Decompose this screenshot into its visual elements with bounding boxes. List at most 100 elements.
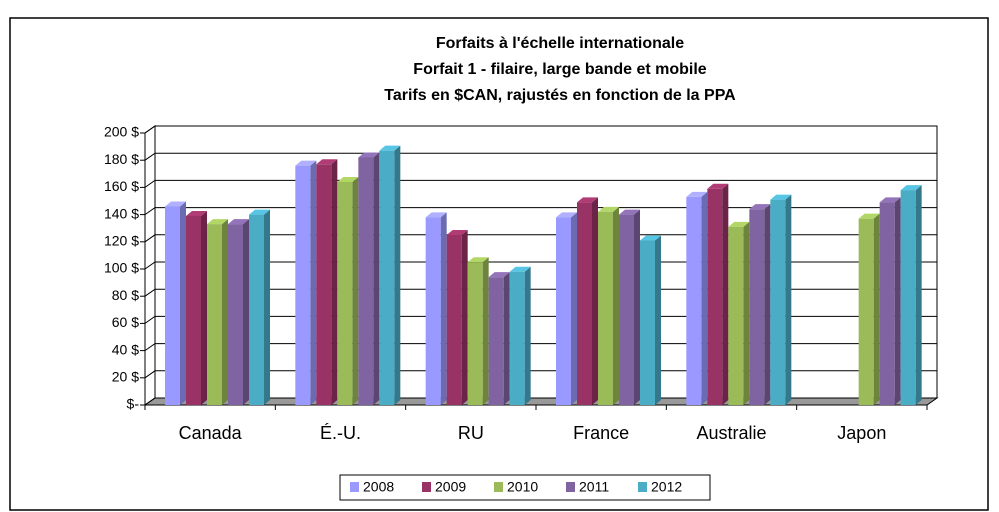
legend-label: 2008 [363,479,394,495]
bar-side [785,194,792,405]
bar-top [598,206,619,212]
bar-side [634,209,640,405]
bar-top [207,219,228,225]
y-tick-label: 80 $ [112,287,139,303]
grid-line [144,152,937,161]
bar-top [446,230,468,235]
bar [186,215,201,405]
y-tick-label: 180 $ [104,151,139,167]
x-tick-label: France [573,423,629,443]
bar-top [509,266,531,272]
bar [707,188,723,405]
bar-side [373,152,380,405]
x-tick-label: É.-U. [320,423,361,443]
bar [379,150,395,405]
bar [686,196,702,405]
bar-side [743,221,750,405]
bar [577,202,592,405]
bar-top [858,213,880,219]
bar-side [331,159,338,405]
bar [900,190,916,405]
legend-swatch [422,482,431,492]
legend-label: 2011 [579,479,609,495]
grid-line [144,288,937,297]
bar-side [655,235,661,405]
bar-top [619,209,640,215]
chart-title: Forfaits à l'échelle internationale [436,35,684,52]
bar-top [358,152,380,158]
y-tick-label: 140 $ [104,205,139,221]
bar-side [440,212,447,405]
bar-side [461,230,468,405]
bar-top [337,176,359,182]
bar-top [577,197,598,203]
bar-top [295,160,317,166]
bar-side [524,266,531,405]
bar [467,262,483,405]
x-tick-label: RU [458,423,484,443]
legend-swatch [350,482,359,492]
legend-box [339,474,711,501]
grid-line [144,207,937,216]
legend-label: 2009 [435,479,466,495]
bar-side [503,272,510,405]
bar-top [165,201,186,207]
bar [228,224,243,405]
legend-swatch [638,482,647,492]
bar-top [686,191,708,197]
chart-title: Forfait 1 - filaire, large bande et mobi… [413,61,707,78]
bar-top [728,221,750,227]
y-tick-label: $- [127,396,140,412]
bar-side [243,219,249,405]
grid-line [144,125,937,134]
bar [295,165,311,405]
grid-line [144,397,937,406]
bar [165,206,180,405]
bar-top [379,145,401,151]
bar-side [394,145,401,405]
y-tick-label: 160 $ [104,178,139,194]
bar [358,157,374,405]
legend-swatch [494,482,503,492]
bar-top [186,210,207,216]
bar-side [764,204,771,405]
bar-side [915,185,922,405]
bar [446,235,462,405]
bar [770,199,786,405]
bar-top [467,257,489,263]
bar [858,218,874,405]
y-tick-label: 120 $ [104,233,139,249]
bar-top [749,204,771,210]
y-tick-label: 20 $ [112,369,139,385]
bar-side [201,210,207,405]
bar [207,224,222,405]
grid-line [144,315,937,324]
grid-line [144,370,937,379]
bar-side [264,209,270,405]
bar [879,202,895,405]
x-tick-label: Canada [179,423,243,443]
bar [337,181,353,405]
bar-side [592,197,598,405]
bar-top [770,194,792,200]
bar-top [425,212,447,218]
bar-top [316,159,338,165]
bar [425,217,441,405]
bar-top [249,209,270,215]
legend-label: 2010 [507,479,538,495]
bar [749,209,765,405]
x-tick-label: Australie [696,423,766,443]
bar-side [722,183,729,405]
bar-top [707,183,729,189]
bar [316,164,332,405]
y-tick-label: 100 $ [104,260,139,276]
grid-line [144,234,937,243]
x-tick-label: Japon [837,423,886,443]
bar [556,217,571,405]
grid-line [144,261,937,270]
bar-top [900,185,922,191]
bar-side [873,213,880,405]
bar [598,211,613,405]
bar-top [556,212,577,218]
